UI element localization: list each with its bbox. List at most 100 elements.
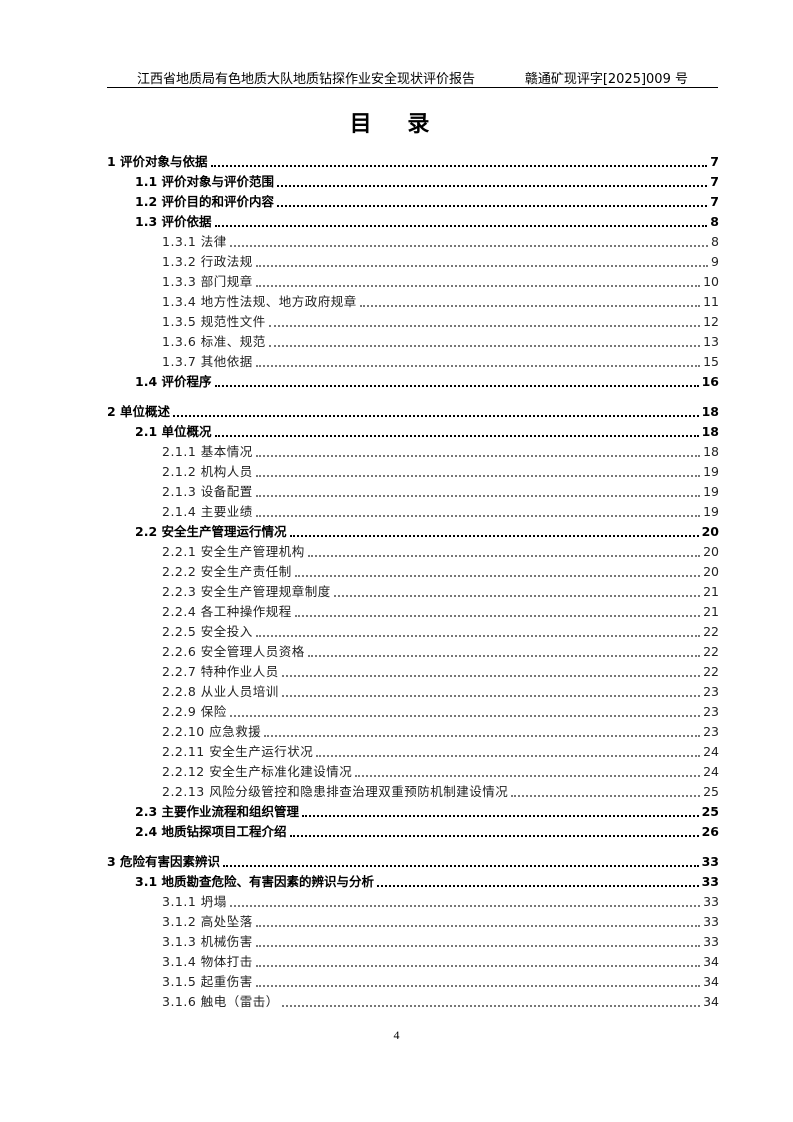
dot-leader [316, 755, 701, 757]
toc-entry[interactable]: 2.2 安全生产管理运行情况 20 [107, 522, 719, 542]
toc-entry[interactable]: 1.3.6 标准、规范 13 [107, 332, 719, 352]
toc-entry-title: 3.1 地质勘查危险、有害因素的辨识与分析 [135, 874, 374, 889]
dot-leader [289, 835, 699, 837]
toc-entry[interactable]: 1.1 评价对象与评价范围 7 [107, 172, 719, 192]
toc-entry[interactable]: 1.3.7 其他依据 15 [107, 352, 719, 372]
toc-entry-page: 18 [701, 424, 719, 439]
toc-entry-title: 2 单位概述 [107, 404, 171, 419]
toc-entry-page: 7 [710, 194, 719, 209]
toc-entry-page: 7 [710, 174, 719, 189]
toc-entry[interactable]: 1.3.3 部门规章 10 [107, 272, 719, 292]
toc-entry-page: 10 [703, 274, 719, 289]
toc-entry[interactable]: 1.3.4 地方性法规、地方政府规章 11 [107, 292, 719, 312]
toc-entry[interactable]: 2.2.12 安全生产标准化建设情况 24 [107, 762, 719, 782]
toc-entry[interactable]: 2.2.13 风险分级管控和隐患排查治理双重预防机制建设情况 25 [107, 782, 719, 802]
toc-entry-page: 33 [703, 914, 719, 929]
dot-leader [214, 225, 708, 227]
toc-entry[interactable]: 1 评价对象与依据 7 [107, 152, 719, 172]
dot-leader [255, 285, 701, 287]
toc-entry-page: 20 [701, 524, 719, 539]
toc-entry-title: 2.1 单位概况 [135, 424, 212, 439]
toc-entry-page: 21 [703, 604, 719, 619]
toc-entry-title: 1.2 评价目的和评价内容 [135, 194, 274, 209]
toc-entry-title: 2.2.8 从业人员培训 [162, 684, 279, 699]
dot-leader [264, 735, 701, 737]
toc-entry[interactable]: 1.3 评价依据 8 [107, 212, 719, 232]
toc-entry[interactable]: 2.2.11 安全生产运行状况 24 [107, 742, 719, 762]
toc-entry[interactable]: 1.3.1 法律 8 [107, 232, 719, 252]
toc-entry-title: 2.1.2 机构人员 [162, 464, 253, 479]
toc-entry-title: 1.3.5 规范性文件 [162, 314, 266, 329]
dot-leader [255, 475, 701, 477]
dot-leader [229, 905, 701, 907]
toc-entry-title: 3.1.1 坍塌 [162, 894, 227, 909]
toc-entry[interactable]: 2.2.10 应急救援 23 [107, 722, 719, 742]
toc-entry[interactable]: 3 危险有害因素辨识 33 [107, 852, 719, 872]
toc-entry[interactable]: 2 单位概述 18 [107, 402, 719, 422]
page-header: 江西省地质局有色地质大队地质钻探作业安全现状评价报告 赣通矿现评字[2025]0… [107, 66, 718, 88]
toc-entry-title: 3.1.3 机械伤害 [162, 934, 253, 949]
dot-leader [277, 205, 708, 207]
toc-entry-title: 1 评价对象与依据 [107, 154, 208, 169]
dot-leader [277, 185, 708, 187]
toc-entry[interactable]: 1.3.5 规范性文件 12 [107, 312, 719, 332]
toc-entry[interactable]: 2.1.4 主要业绩 19 [107, 502, 719, 522]
toc-entry[interactable]: 2.1.3 设备配置 19 [107, 482, 719, 502]
toc-entry[interactable]: 2.2.5 安全投入 22 [107, 622, 719, 642]
toc-entry[interactable]: 2.2.7 特种作业人员 22 [107, 662, 719, 682]
toc-entry[interactable]: 2.2.2 安全生产责任制 20 [107, 562, 719, 582]
toc-entry-page: 22 [703, 664, 719, 679]
dot-leader [223, 865, 699, 867]
dot-leader [294, 575, 701, 577]
toc-entry-title: 2.2.6 安全管理人员资格 [162, 644, 305, 659]
dot-leader [377, 885, 699, 887]
toc-entry-title: 2.2.3 安全生产管理规章制度 [162, 584, 331, 599]
toc-entry-title: 2.2 安全生产管理运行情况 [135, 524, 287, 539]
dot-leader [229, 245, 709, 247]
toc-entry[interactable]: 3.1.5 起重伤害 34 [107, 972, 719, 992]
toc-entry[interactable]: 2.1 单位概况 18 [107, 422, 719, 442]
toc-entry-title: 1.3.4 地方性法规、地方政府规章 [162, 294, 357, 309]
toc-entry[interactable]: 1.4 评价程序 16 [107, 372, 719, 392]
toc-entry-title: 2.2.13 风险分级管控和隐患排查治理双重预防机制建设情况 [162, 784, 509, 799]
toc-entry[interactable]: 2.2.6 安全管理人员资格 22 [107, 642, 719, 662]
toc-entry[interactable]: 2.4 地质钻探项目工程介绍 26 [107, 822, 719, 842]
dot-leader [255, 635, 701, 637]
toc-entry[interactable]: 2.2.3 安全生产管理规章制度 21 [107, 582, 719, 602]
toc-entry-page: 12 [703, 314, 719, 329]
toc-entry-title: 2.2.5 安全投入 [162, 624, 253, 639]
toc-entry-title: 3.1.6 触电（雷击） [162, 994, 279, 1009]
dot-leader [255, 925, 701, 927]
toc-entry-page: 25 [701, 804, 719, 819]
toc-entry[interactable]: 3.1 地质勘查危险、有害因素的辨识与分析 33 [107, 872, 719, 892]
toc-entry[interactable]: 2.1.1 基本情况 18 [107, 442, 719, 462]
toc-entry[interactable]: 2.1.2 机构人员 19 [107, 462, 719, 482]
toc-entry-page: 33 [703, 894, 719, 909]
dot-leader [268, 345, 701, 347]
toc-entry[interactable]: 3.1.2 高处坠落 33 [107, 912, 719, 932]
dot-leader [294, 615, 701, 617]
toc-entry-page: 18 [701, 404, 719, 419]
dot-leader [302, 815, 699, 817]
toc-entry-page: 33 [701, 874, 719, 889]
toc-entry[interactable]: 3.1.1 坍塌 33 [107, 892, 719, 912]
toc-entry[interactable]: 2.2.1 安全生产管理机构 20 [107, 542, 719, 562]
toc-entry-title: 1.1 评价对象与评价范围 [135, 174, 274, 189]
toc-entry[interactable]: 3.1.3 机械伤害 33 [107, 932, 719, 952]
toc-entry[interactable]: 2.2.4 各工种操作规程 21 [107, 602, 719, 622]
toc-entry-title: 2.2.4 各工种操作规程 [162, 604, 292, 619]
toc-entry[interactable]: 2.2.9 保险 23 [107, 702, 719, 722]
dot-leader [173, 415, 699, 417]
toc-entry-title: 3.1.4 物体打击 [162, 954, 253, 969]
toc-entry[interactable]: 1.2 评价目的和评价内容 7 [107, 192, 719, 212]
toc-entry[interactable]: 2.3 主要作业流程和组织管理 25 [107, 802, 719, 822]
toc-entry-page: 23 [703, 684, 719, 699]
toc-entry-title: 1.3.6 标准、规范 [162, 334, 266, 349]
toc-entry[interactable]: 1.3.2 行政法规 9 [107, 252, 719, 272]
toc-entry-page: 34 [703, 954, 719, 969]
dot-leader [255, 945, 701, 947]
toc-entry[interactable]: 2.2.8 从业人员培训 23 [107, 682, 719, 702]
dot-leader [333, 595, 701, 597]
toc-entry[interactable]: 3.1.6 触电（雷击） 34 [107, 992, 719, 1012]
toc-entry[interactable]: 3.1.4 物体打击 34 [107, 952, 719, 972]
